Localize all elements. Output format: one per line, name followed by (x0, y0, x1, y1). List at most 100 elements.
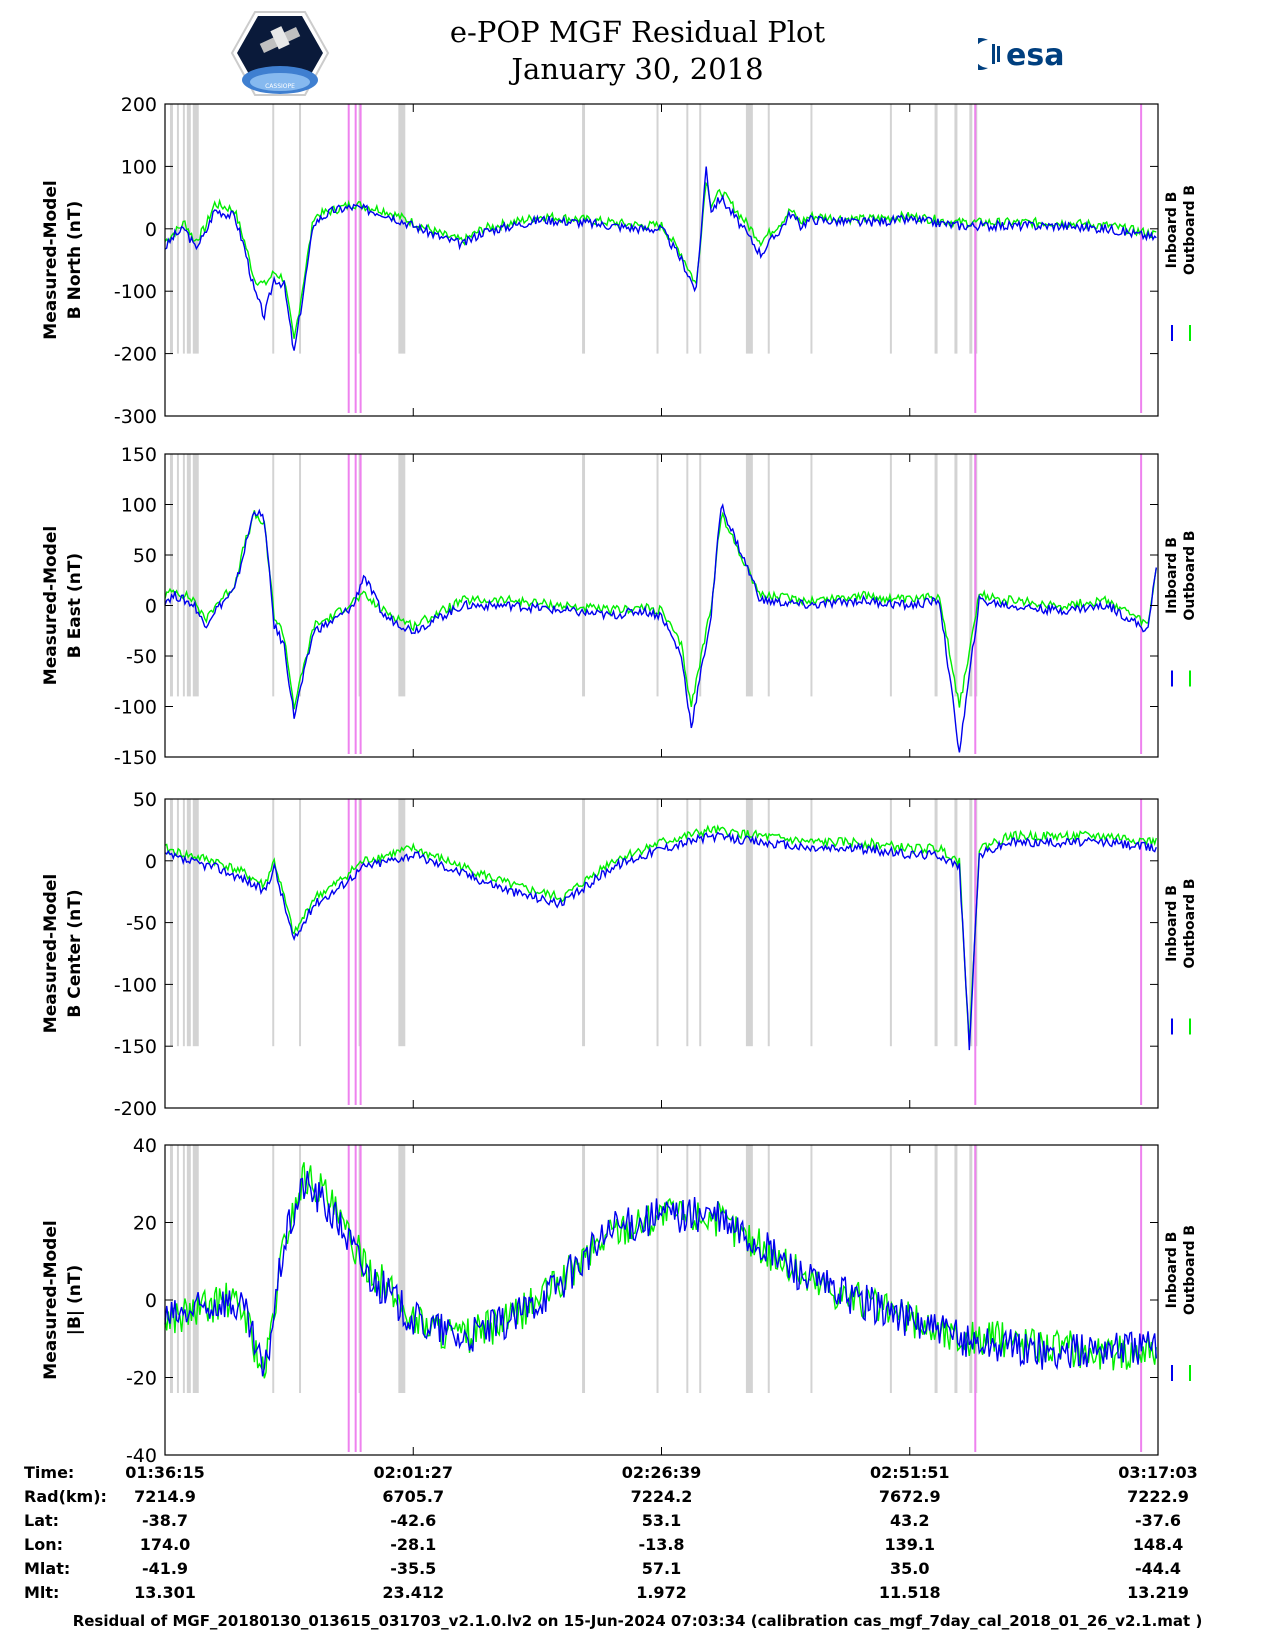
legend-inboard-label: Inboard B (1164, 1232, 1180, 1309)
y-tick-label: 150 (121, 444, 157, 466)
data-gap-marker (299, 1145, 302, 1393)
info-cell: 35.0 (890, 1559, 930, 1578)
y-tick-label: 200 (121, 94, 157, 116)
y-tick-label: -300 (114, 406, 157, 428)
data-gap-marker (767, 454, 770, 697)
info-cell: -44.4 (1134, 1559, 1182, 1578)
plot-frame (164, 798, 1159, 1109)
data-gap-marker (176, 454, 179, 697)
info-row-label: Lat: (24, 1511, 60, 1530)
data-gap-marker (954, 799, 958, 1047)
data-gap-marker (398, 799, 406, 1047)
y-tick-label: 0 (145, 1290, 157, 1312)
info-cell: -38.7 (141, 1511, 189, 1530)
data-gap-marker (582, 454, 586, 697)
data-gap-marker (656, 454, 659, 697)
data-gap-marker (934, 799, 938, 1047)
data-gap-marker (272, 454, 275, 697)
y-tick-label: 50 (133, 789, 157, 811)
info-cell: 02:26:39 (621, 1463, 702, 1482)
data-gap-marker (299, 454, 302, 697)
info-cell: 1.972 (636, 1583, 687, 1602)
series-outboard-b (164, 181, 1157, 339)
info-row-label: Mlat: (24, 1559, 71, 1578)
info-cell: 7224.2 (630, 1487, 693, 1506)
info-row-label: Time: (24, 1463, 75, 1482)
y-axis-label: B East (nT) (65, 553, 85, 658)
data-gap-marker (686, 104, 689, 354)
cassiope-mission-logo: CASSIOPE (230, 10, 330, 97)
data-gap-marker (398, 454, 406, 697)
data-gap-marker (299, 104, 302, 354)
info-cell: 23.412 (382, 1583, 445, 1602)
title-line-1: e-POP MGF Residual Plot (449, 15, 826, 49)
data-gap-marker (699, 454, 702, 697)
data-gap-marker (192, 799, 199, 1047)
data-gap-marker (954, 454, 958, 697)
y-tick-label: 100 (121, 495, 157, 517)
y-axis-label: B Center (nT) (65, 889, 85, 1017)
info-cell: -35.5 (390, 1559, 437, 1578)
legend-inboard-label: Inboard B (1164, 192, 1180, 269)
info-row-label: Lon: (24, 1535, 63, 1554)
info-cell: -41.9 (141, 1559, 189, 1578)
data-gap-marker (272, 1145, 275, 1393)
info-cell: 7672.9 (878, 1487, 941, 1506)
panel-4: 40 20 0 -20 -40 Measured-Model |B| (nT) Inboard… (41, 1135, 1198, 1463)
data-gap-marker (969, 454, 973, 697)
series-inboard-b (164, 502, 1157, 753)
data-gap-marker (186, 454, 191, 697)
y-tick-label: -200 (114, 1098, 157, 1120)
title-line-2: January 30, 2018 (511, 52, 764, 86)
y-tick-label: -100 (114, 697, 157, 719)
data-gap-marker (398, 104, 406, 354)
data-gap-marker (810, 454, 813, 697)
y-tick-label: -200 (114, 344, 157, 366)
data-gap-marker (969, 1145, 973, 1393)
y-tick-label: 100 (121, 156, 157, 178)
legend-outboard-label: Outboard B (1182, 878, 1198, 968)
info-cell: 6705.7 (382, 1487, 445, 1506)
data-gap-marker (686, 454, 689, 697)
y-tick-label: 0 (145, 851, 157, 873)
panel-2: 150 100 50 0 -50 -100 -150 Measured-Model B East… (41, 444, 1198, 769)
series-inboard-b (164, 831, 1157, 1051)
footer-caption: Residual of MGF_20180130_013615_031703_v… (72, 1612, 1203, 1630)
y-tick-label: 40 (133, 1135, 157, 1157)
y-axis-label: B North (nT) (65, 201, 85, 320)
series-outboard-b (164, 510, 1157, 710)
info-cell: 01:36:15 (125, 1463, 205, 1482)
legend-outboard-label: Outboard B (1182, 185, 1198, 275)
info-cell: 11.518 (878, 1583, 941, 1602)
y-tick-label: -100 (114, 281, 157, 303)
series-inboard-b (164, 166, 1157, 351)
data-gap-marker (182, 1145, 185, 1393)
data-gap-marker (272, 799, 275, 1047)
legend-outboard-label: Outboard B (1182, 530, 1198, 620)
data-gap-marker (176, 104, 179, 354)
info-cell: 148.4 (1132, 1535, 1184, 1554)
y-tick-label: -150 (114, 747, 157, 769)
info-cell: 53.1 (641, 1511, 682, 1530)
data-gap-marker (969, 104, 973, 354)
data-gap-marker (686, 1145, 689, 1393)
info-cell: 13.301 (134, 1583, 196, 1602)
info-cell: 57.1 (641, 1559, 682, 1578)
data-gap-marker (582, 1145, 586, 1393)
data-gap-marker (582, 104, 586, 354)
series-outboard-b (164, 1162, 1157, 1379)
y-tick-label: -20 (126, 1368, 157, 1390)
info-cell: 13.219 (1127, 1583, 1189, 1602)
orbit-info-table: Time: 01:36:15 02:01:27 02:26:39 02:51:51 03:… (0, 1463, 1275, 1613)
data-gap-marker (582, 799, 586, 1047)
y-tick-label: 0 (145, 219, 157, 241)
plot-title: e-POP MGF Residual Plot January 30, 2018 (0, 14, 1275, 88)
y-tick-label: 20 (133, 1213, 157, 1235)
info-cell: 43.2 (890, 1511, 930, 1530)
info-cell: -37.6 (1134, 1511, 1182, 1530)
data-gap-marker (889, 1145, 892, 1393)
data-gap-marker (192, 454, 199, 697)
info-row-label: Rad(km): (24, 1487, 107, 1506)
info-cell: 02:01:27 (373, 1463, 454, 1482)
data-gap-marker (810, 104, 813, 354)
